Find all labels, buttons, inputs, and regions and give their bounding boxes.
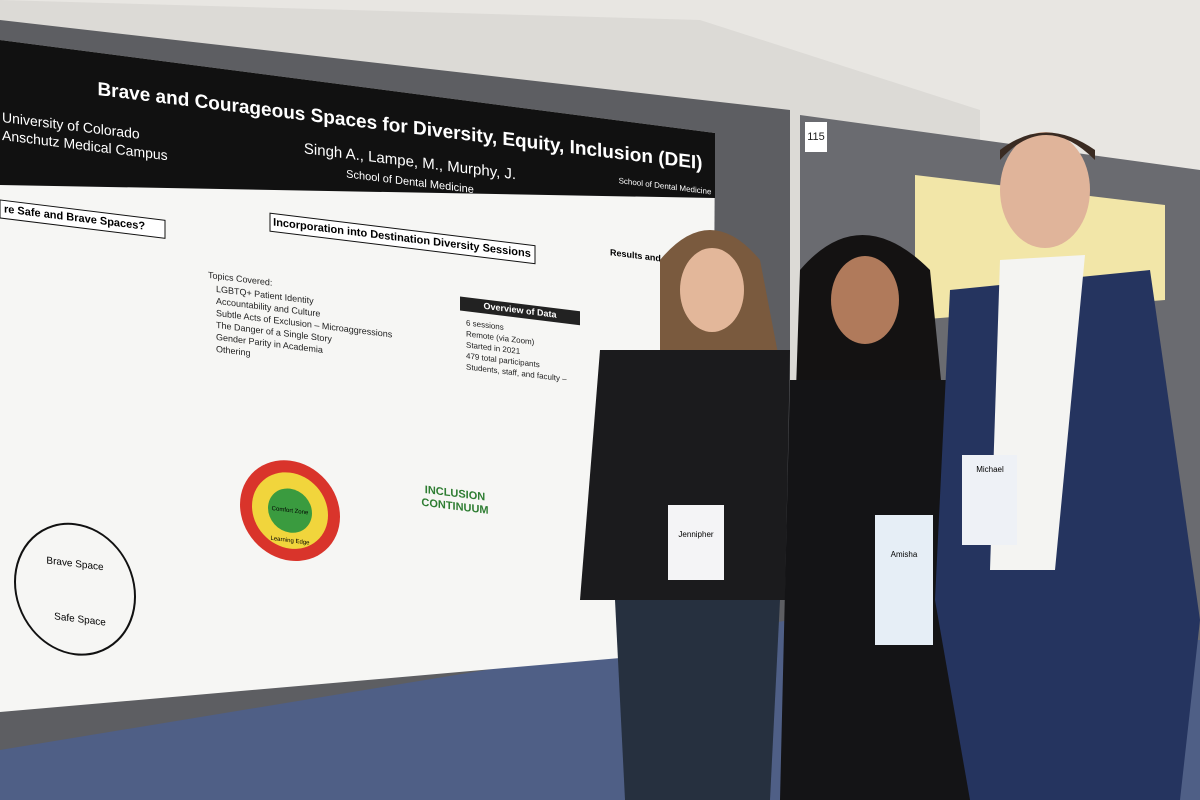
- diagram-ring: [268, 488, 312, 533]
- booth-number: 115: [807, 131, 825, 143]
- comfort-zone: Comfort Zone: [272, 506, 309, 517]
- badge: [962, 455, 1017, 545]
- badge: [875, 515, 933, 645]
- person-middle: Amisha: [780, 235, 990, 800]
- jeans: [615, 600, 780, 800]
- learning-edge: Learning Edge: [271, 536, 311, 547]
- brave-circle: [14, 522, 136, 656]
- topic: Othering: [216, 344, 250, 358]
- face: [680, 248, 744, 332]
- badge: [668, 505, 724, 580]
- badge-name: Jennipher: [678, 530, 713, 539]
- face: [831, 256, 899, 344]
- hair: [1000, 132, 1095, 160]
- face: [1000, 132, 1090, 248]
- poster: [0, 40, 715, 712]
- jacket: [580, 350, 790, 600]
- heading-box: [269, 212, 536, 265]
- ceiling: [0, 0, 1200, 170]
- badge-name: Amisha: [891, 550, 918, 559]
- poster-header: [0, 40, 715, 198]
- heading-box: [0, 199, 166, 239]
- overview-box: [460, 296, 580, 326]
- person-left: Jennipher: [580, 230, 790, 800]
- number-card: [805, 122, 827, 152]
- person-right: Michael: [935, 132, 1200, 800]
- badge-name: Michael: [976, 465, 1004, 474]
